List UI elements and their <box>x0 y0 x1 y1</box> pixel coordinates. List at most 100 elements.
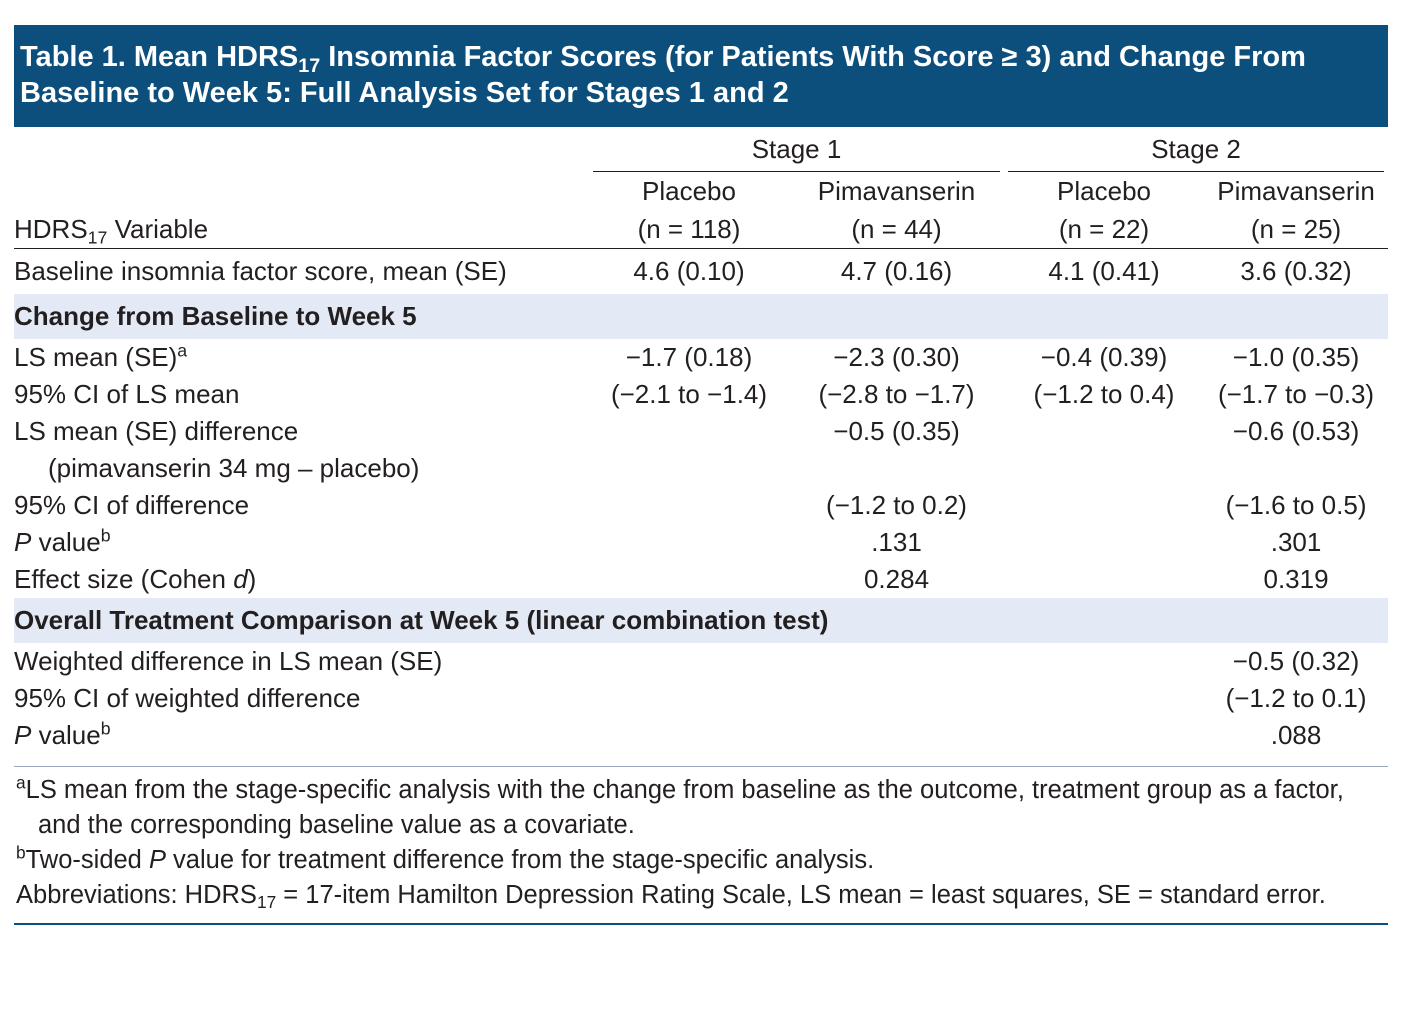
row-label: Overall Treatment Comparison at Week 5 (… <box>14 598 1389 643</box>
empty-cell <box>1004 524 1204 561</box>
group-n: (n = 22) <box>1058 214 1150 244</box>
text-run: (pimavanserin 34 mg – placebo) <box>48 453 420 483</box>
text-run: b <box>100 718 111 739</box>
table-body: Stage 1 Stage 2 HDRS17 Variable Placebo (n =… <box>14 127 1389 754</box>
section-row: Overall Treatment Comparison at Week 5 (… <box>14 598 1389 643</box>
text-run: b <box>100 525 111 546</box>
text-run: value for treatment difference from the … <box>165 846 875 874</box>
row-label: 95% CI of LS mean <box>14 376 589 413</box>
row-label: LS mean (SE)a <box>14 339 589 376</box>
text-run: P <box>14 720 32 750</box>
text-run: Baseline insomnia factor score, mean (SE… <box>14 256 507 286</box>
text-run: Weighted difference in LS mean (SE) <box>14 646 443 676</box>
group-name: Placebo <box>642 176 736 206</box>
empty-cell <box>1004 643 1204 680</box>
empty-cell <box>14 127 589 172</box>
value-cell: −0.5 (0.32) <box>1232 646 1360 676</box>
footnotes: aLS mean from the stage-specific analysi… <box>14 766 1388 925</box>
value-cell: .301 <box>1270 527 1322 557</box>
empty-cell <box>589 524 789 561</box>
data-row: 95% CI of weighted difference (−1.2 to 0.… <box>14 680 1388 717</box>
group-header: Placebo (n = 118) <box>589 172 789 249</box>
text-run: ) <box>247 564 257 594</box>
value-cell: −1.0 (0.35) <box>1232 342 1360 372</box>
group-header: Pimavanserin (n = 44) <box>789 172 1005 249</box>
group-name: Pimavanserin <box>817 176 976 206</box>
value-cell: 4.7 (0.16) <box>840 256 953 286</box>
stage-cell: Stage 2 <box>1004 127 1388 172</box>
table-figure: Table 1. Mean HDRS17 Insomnia Factor Sco… <box>14 25 1389 925</box>
group-n: (n = 25) <box>1250 214 1342 244</box>
row-label: Change from Baseline to Week 5 <box>14 294 1389 339</box>
stage-row: Stage 1 Stage 2 <box>14 127 1388 172</box>
empty-cell <box>589 717 789 754</box>
empty-cell <box>1004 680 1204 717</box>
value-cell: .131 <box>871 527 922 557</box>
text-run: P <box>14 527 32 557</box>
data-row: 95% CI of difference (−1.2 to 0.2) (−1.6 t… <box>14 487 1388 524</box>
empty-cell <box>1204 450 1388 487</box>
text-run: LS mean (SE) <box>14 342 178 372</box>
text-run: a <box>177 340 188 361</box>
footnote: aLS mean from the stage-specific analysi… <box>14 773 1388 843</box>
group-header: Pimavanserin (n = 25) <box>1204 172 1389 249</box>
data-row: 95% CI of LS mean (−2.1 to −1.4) (−2.8 to … <box>14 376 1388 413</box>
text-run: value <box>31 720 101 750</box>
data-row: Weighted difference in LS mean (SE) −0.5 … <box>14 643 1388 680</box>
text-run: Overall Treatment Comparison at Week 5 (… <box>14 605 829 635</box>
value-cell: −1.7 (0.18) <box>625 342 753 372</box>
value-cell: 3.6 (0.32) <box>1240 256 1352 286</box>
group-name: Pimavanserin <box>1217 176 1375 206</box>
table-title: Table 1. Mean HDRS17 Insomnia Factor Sco… <box>14 25 1388 127</box>
value-cell: (−1.2 to 0.1) <box>1225 683 1367 713</box>
footnote: bTwo-sided P value for treatment differe… <box>14 843 1388 878</box>
row-label: Baseline insomnia factor score, mean (SE… <box>14 249 589 295</box>
empty-cell <box>1004 717 1204 754</box>
text-run: Variable <box>107 214 209 244</box>
empty-cell <box>789 717 1004 754</box>
group-header: Placebo (n = 22) <box>1004 172 1205 249</box>
text-run: 17 <box>298 54 321 77</box>
row-label: P valueb <box>14 524 589 561</box>
text-run: d <box>233 564 248 594</box>
text-run: = 17-item Hamilton Depression Rating Sca… <box>276 881 1326 909</box>
empty-cell <box>589 561 789 598</box>
value-cell: .088 <box>1270 720 1322 750</box>
section-row: Change from Baseline to Week 5 <box>14 294 1389 339</box>
data-row: Baseline insomnia factor score, mean (SE… <box>14 249 1388 295</box>
text-run: 17 <box>87 227 108 248</box>
text-run: Effect size (Cohen <box>14 564 234 594</box>
text-run: b <box>16 842 26 863</box>
text-run: a <box>16 772 26 793</box>
empty-cell <box>589 413 789 450</box>
text-run: HDRS <box>14 214 88 244</box>
empty-cell <box>1004 561 1204 598</box>
text-run: Two-sided <box>25 846 149 874</box>
value-cell: 0.319 <box>1263 564 1329 594</box>
value-cell: (−1.6 to 0.5) <box>1225 490 1367 520</box>
row-label: LS mean (SE) difference <box>14 413 589 450</box>
text-run: 95% CI of LS mean <box>14 379 240 409</box>
data-row: P valueb .088 <box>14 717 1388 754</box>
value-cell: (−1.2 to 0.4) <box>1033 379 1175 409</box>
text-run: 95% CI of weighted difference <box>14 683 361 713</box>
data-row: LS mean (SE)a −1.7 (0.18) −2.3 (0.30) −0.4 … <box>14 339 1388 376</box>
variable-header: HDRS17 Variable <box>14 172 589 249</box>
data-table: Stage 1 Stage 2 HDRS17 Variable Placebo (n =… <box>14 127 1389 754</box>
value-cell: (−2.1 to −1.4) <box>610 379 768 409</box>
empty-cell <box>789 680 1004 717</box>
stage-label: Stage 2 <box>1008 127 1385 172</box>
empty-cell <box>589 487 789 524</box>
value-cell: −0.4 (0.39) <box>1040 342 1168 372</box>
stage-label: Stage 1 <box>593 127 1001 172</box>
text-run: Abbreviations: HDRS <box>16 881 257 909</box>
value-cell: −0.6 (0.53) <box>1232 416 1360 446</box>
row-label: Weighted difference in LS mean (SE) <box>14 643 589 680</box>
row-label: Effect size (Cohen d) <box>14 561 589 598</box>
text-run: Insomnia Factor Scores (for Patients Wit… <box>20 41 1314 109</box>
text-run: LS mean (SE) difference <box>14 416 299 446</box>
text-run: 95% CI of difference <box>14 490 250 520</box>
value-cell: 4.1 (0.41) <box>1048 256 1160 286</box>
value-cell: −0.5 (0.35) <box>833 416 960 446</box>
